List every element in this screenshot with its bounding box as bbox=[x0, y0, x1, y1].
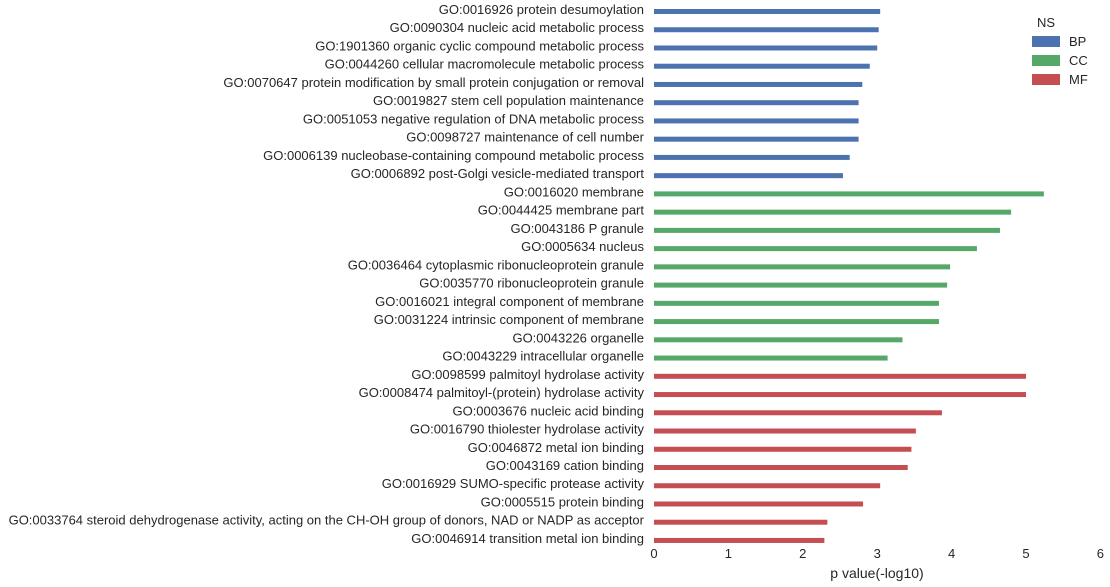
category-label-13: GO:0043186 P granule bbox=[511, 221, 644, 236]
category-label-28: GO:0005515 protein binding bbox=[481, 494, 644, 509]
bar-19 bbox=[654, 337, 903, 343]
bar-20 bbox=[654, 355, 888, 361]
category-label-17: GO:0016021 integral component of membran… bbox=[375, 294, 644, 309]
category-label-22: GO:0008474 palmitoyl-(protein) hydrolase… bbox=[359, 385, 645, 400]
x-tick-label-0: 0 bbox=[650, 546, 657, 561]
legend-title: NS bbox=[1037, 15, 1055, 30]
category-label-10: GO:0006892 post-Golgi vesicle-mediated t… bbox=[351, 166, 645, 181]
category-label-26: GO:0043169 cation binding bbox=[486, 458, 644, 473]
category-label-3: GO:1901360 organic cyclic compound metab… bbox=[315, 38, 644, 53]
legend-swatch-cc bbox=[1032, 55, 1060, 66]
bar-4 bbox=[654, 63, 870, 69]
bar-28 bbox=[654, 501, 864, 507]
bar-11 bbox=[654, 191, 1044, 197]
category-label-5: GO:0070647 protein modification by small… bbox=[223, 75, 644, 90]
bar-23 bbox=[654, 410, 942, 416]
bar-6 bbox=[654, 100, 859, 106]
bar-15 bbox=[654, 264, 951, 270]
bar-21 bbox=[654, 373, 1026, 379]
category-label-15: GO:0036464 cytoplasmic ribonucleoprotein… bbox=[348, 257, 644, 272]
bar-3 bbox=[654, 45, 878, 51]
bar-8 bbox=[654, 136, 859, 142]
category-label-6: GO:0019827 stem cell population maintena… bbox=[373, 93, 644, 108]
bar-10 bbox=[654, 173, 843, 179]
bar-22 bbox=[654, 392, 1026, 398]
category-label-1: GO:0016926 protein desumoylation bbox=[439, 2, 644, 17]
category-label-24: GO:0016790 thiolester hydrolase activity bbox=[410, 422, 645, 437]
category-label-9: GO:0006139 nucleobase-containing compoun… bbox=[263, 148, 644, 163]
category-label-25: GO:0046872 metal ion binding bbox=[468, 440, 644, 455]
x-tick-label-1: 1 bbox=[725, 546, 732, 561]
category-label-16: GO:0035770 ribonucleoprotein granule bbox=[419, 276, 644, 291]
x-tick-label-2: 2 bbox=[799, 546, 806, 561]
legend-label-cc: CC bbox=[1069, 53, 1088, 68]
bar-14 bbox=[654, 246, 977, 252]
category-label-14: GO:0005634 nucleus bbox=[521, 239, 644, 254]
category-label-29: GO:0033764 steroid dehydrogenase activit… bbox=[9, 513, 645, 528]
bar-16 bbox=[654, 282, 948, 288]
x-tick-label-3: 3 bbox=[874, 546, 881, 561]
category-label-19: GO:0043226 organelle bbox=[512, 330, 644, 345]
x-tick-label-4: 4 bbox=[948, 546, 955, 561]
category-label-7: GO:0051053 negative regulation of DNA me… bbox=[303, 111, 645, 126]
category-label-4: GO:0044260 cellular macromolecule metabo… bbox=[325, 57, 645, 72]
bar-17 bbox=[654, 300, 939, 306]
legend-label-mf: MF bbox=[1069, 72, 1088, 87]
bar-18 bbox=[654, 319, 939, 325]
bar-1 bbox=[654, 9, 881, 14]
bar-25 bbox=[654, 446, 912, 452]
category-label-12: GO:0044425 membrane part bbox=[478, 203, 645, 218]
category-label-2: GO:0090304 nucleic acid metabolic proces… bbox=[390, 20, 645, 35]
category-label-18: GO:0031224 intrinsic component of membra… bbox=[374, 312, 644, 327]
legend-swatch-mf bbox=[1032, 74, 1060, 85]
x-axis-ticks: 0 1 2 3 4 5 6 bbox=[650, 546, 1104, 561]
category-label-27: GO:0016929 SUMO-specific protease activi… bbox=[382, 476, 645, 491]
legend-swatch-bp bbox=[1032, 36, 1060, 47]
bars-layer bbox=[654, 9, 1044, 543]
bar-30 bbox=[654, 537, 825, 543]
category-label-11: GO:0016020 membrane bbox=[504, 184, 644, 199]
bar-29 bbox=[654, 519, 828, 525]
x-tick-label-5: 5 bbox=[1022, 546, 1029, 561]
bar-7 bbox=[654, 118, 859, 124]
bar-24 bbox=[654, 428, 916, 434]
bar-9 bbox=[654, 154, 850, 160]
x-axis-label: p value(-log10) bbox=[830, 565, 923, 581]
category-label-23: GO:0003676 nucleic acid binding bbox=[452, 403, 644, 418]
bar-12 bbox=[654, 209, 1012, 215]
bar-5 bbox=[654, 81, 863, 87]
bar-27 bbox=[654, 483, 881, 489]
category-label-20: GO:0043229 intracellular organelle bbox=[442, 349, 644, 364]
bar-13 bbox=[654, 227, 1000, 233]
category-label-30: GO:0046914 transition metal ion binding bbox=[411, 531, 644, 546]
legend: NS BP CC MF bbox=[1032, 15, 1088, 87]
category-labels: GO:0016926 protein desumoylation GO:00903… bbox=[9, 2, 645, 546]
bar-2 bbox=[654, 27, 879, 33]
category-label-21: GO:0098599 palmitoyl hydrolase activity bbox=[411, 367, 644, 382]
x-tick-label-6: 6 bbox=[1097, 546, 1104, 561]
category-label-8: GO:0098727 maintenance of cell number bbox=[406, 130, 644, 145]
bar-26 bbox=[654, 465, 908, 470]
legend-label-bp: BP bbox=[1069, 34, 1086, 49]
